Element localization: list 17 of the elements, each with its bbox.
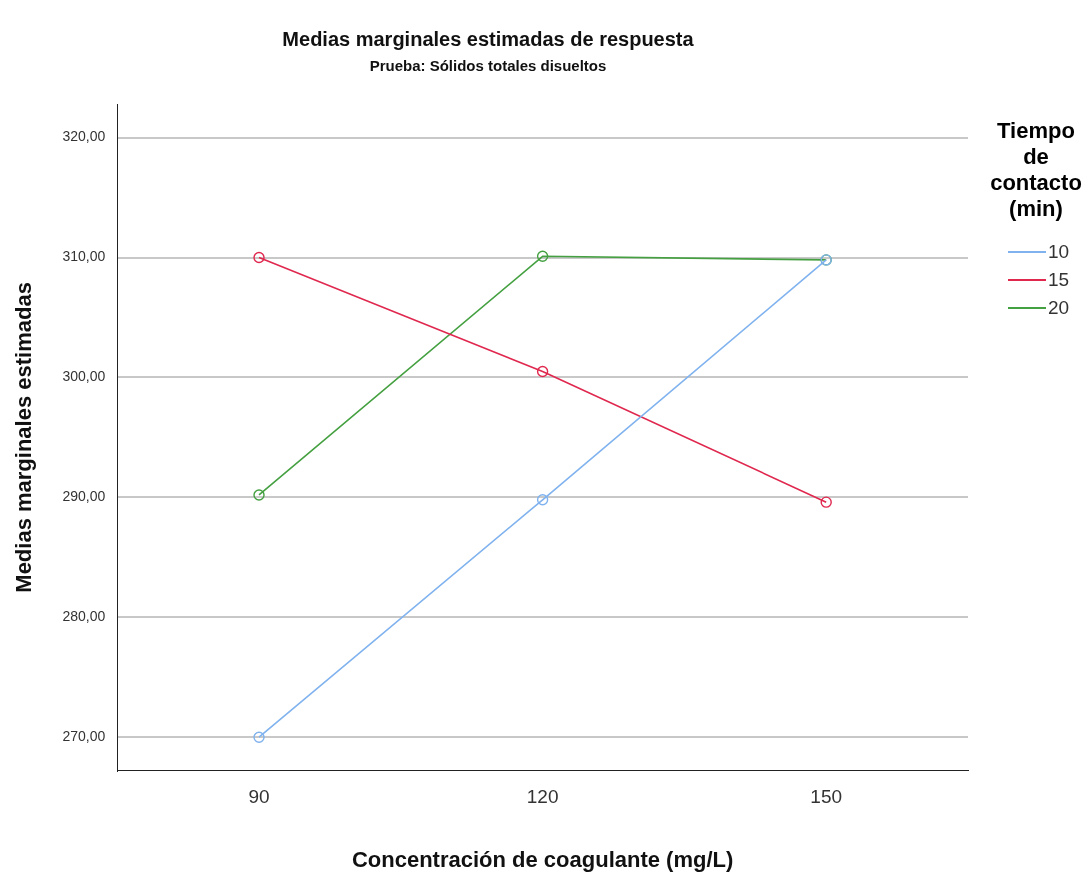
x-axis-title: Concentración de coagulante (mg/L) xyxy=(351,846,734,872)
y-tick-label: 270,00 xyxy=(62,728,106,745)
x-tick-label: 150 xyxy=(810,786,843,808)
legend-label: 20 xyxy=(1048,297,1070,319)
chart-subtitle: Prueba: Sólidos totales disueltos xyxy=(369,57,607,75)
legend-label: 10 xyxy=(1048,241,1070,263)
legend-label: 15 xyxy=(1048,269,1070,291)
x-tick-label: 120 xyxy=(526,786,559,808)
y-tick-label: 280,00 xyxy=(62,608,106,625)
x-tick-label: 90 xyxy=(248,786,270,808)
y-tick-label: 300,00 xyxy=(62,368,106,385)
y-axis-title: Medias marginales estimadas xyxy=(11,282,37,593)
y-tick-label: 290,00 xyxy=(62,488,106,505)
legend-title: Tiempo de contacto (min) xyxy=(989,118,1083,222)
y-tick-label: 320,00 xyxy=(62,128,106,145)
chart-title: Medias marginales estimadas de respuesta xyxy=(282,27,695,50)
y-tick-label: 310,00 xyxy=(62,248,106,265)
